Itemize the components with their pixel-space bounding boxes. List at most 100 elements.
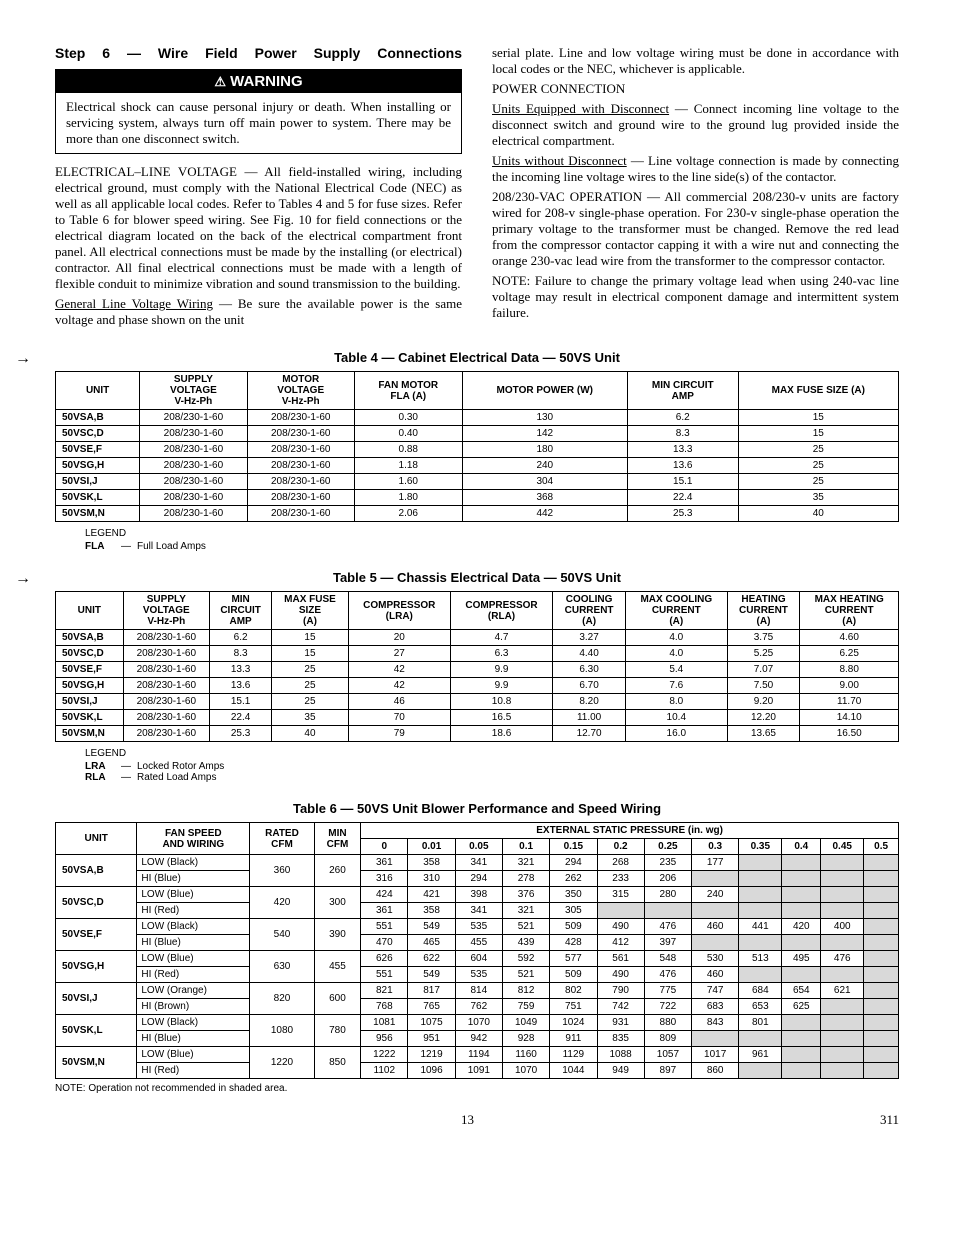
pressure-col: 0.5	[864, 839, 899, 855]
data-cell: 8.3	[627, 426, 738, 442]
data-cell: 455	[455, 935, 502, 951]
data-cell: 208/230-1-60	[140, 474, 247, 490]
data-cell	[692, 1031, 739, 1047]
data-cell: 513	[739, 951, 782, 967]
data-cell: 9.9	[450, 678, 552, 694]
data-cell: 6.25	[800, 646, 899, 662]
data-cell: 208/230-1-60	[140, 442, 247, 458]
data-cell: 911	[550, 1031, 597, 1047]
data-cell: 460	[692, 967, 739, 983]
fanspeed-cell: HI (Red)	[137, 967, 250, 983]
data-cell	[739, 1031, 782, 1047]
data-cell: 11.70	[800, 694, 899, 710]
data-cell: 25	[272, 662, 348, 678]
table5: UNITSUPPLYVOLTAGEV-Hz-PhMINCIRCUITAMPMAX…	[55, 591, 899, 742]
data-cell: 3.75	[727, 630, 800, 646]
warning-header: ⚠ WARNING	[56, 70, 461, 93]
data-cell: 208/230-1-60	[140, 410, 247, 426]
col-header: UNIT	[56, 372, 140, 410]
data-cell: 341	[455, 855, 502, 871]
data-cell: 262	[550, 871, 597, 887]
data-cell: 951	[408, 1031, 455, 1047]
data-cell: 1024	[550, 1015, 597, 1031]
data-cell: 742	[597, 999, 644, 1015]
data-cell: 0.40	[354, 426, 462, 442]
data-cell	[864, 871, 899, 887]
data-cell: 368	[462, 490, 627, 506]
data-cell: 25.3	[627, 506, 738, 522]
col-header: HEATINGCURRENT(A)	[727, 592, 800, 630]
data-cell: 304	[462, 474, 627, 490]
data-cell: 361	[361, 903, 408, 919]
data-cell: 949	[597, 1063, 644, 1079]
data-cell: 14.10	[800, 710, 899, 726]
warning-box: ⚠ WARNING Electrical shock can cause per…	[55, 69, 462, 154]
data-cell: 11.00	[553, 710, 626, 726]
data-cell: 6.2	[627, 410, 738, 426]
data-cell: 15.1	[209, 694, 271, 710]
data-cell: 398	[455, 887, 502, 903]
fanspeed-cell: HI (Brown)	[137, 999, 250, 1015]
fanspeed-cell: HI (Red)	[137, 1063, 250, 1079]
data-cell: 0.30	[354, 410, 462, 426]
unit-cell: 50VSC,D	[56, 426, 140, 442]
data-cell	[821, 1047, 864, 1063]
col-header: FAN SPEEDAND WIRING	[137, 823, 250, 855]
data-cell: 16.0	[626, 726, 728, 742]
data-cell	[864, 887, 899, 903]
data-cell: 206	[644, 871, 691, 887]
fanspeed-cell: LOW (Black)	[137, 855, 250, 871]
data-cell: 751	[550, 999, 597, 1015]
data-cell	[864, 967, 899, 983]
data-cell: 46	[348, 694, 450, 710]
warning-body: Electrical shock can cause personal inju…	[56, 93, 461, 153]
arrow-icon: →	[15, 350, 31, 368]
data-cell: 4.60	[800, 630, 899, 646]
data-cell	[864, 983, 899, 999]
data-cell: 8.0	[626, 694, 728, 710]
unit-cell: 50VSK,L	[56, 1015, 137, 1047]
data-cell	[644, 903, 691, 919]
unit-cell: 50VSE,F	[56, 662, 124, 678]
unit-cell: 50VSI,J	[56, 983, 137, 1015]
data-cell: 897	[644, 1063, 691, 1079]
fanspeed-cell: HI (Blue)	[137, 935, 250, 951]
unit-cell: 50VSG,H	[56, 951, 137, 983]
data-cell: 509	[550, 919, 597, 935]
unit-cell: 50VSM,N	[56, 1047, 137, 1079]
col-header: UNIT	[56, 823, 137, 855]
para-serial: serial plate. Line and low voltage wirin…	[492, 45, 899, 77]
data-cell: 765	[408, 999, 455, 1015]
data-cell: 490	[597, 967, 644, 983]
data-cell: 843	[692, 1015, 739, 1031]
table5-title: Table 5 — Chassis Electrical Data — 50VS…	[55, 570, 899, 585]
unit-cell: 50VSG,H	[56, 458, 140, 474]
data-cell: 40	[738, 506, 898, 522]
data-cell: 490	[597, 919, 644, 935]
data-cell: 20	[348, 630, 450, 646]
pressure-col: 0.01	[408, 839, 455, 855]
table6-note: NOTE: Operation not recommended in shade…	[55, 1083, 899, 1094]
data-cell: 40	[272, 726, 348, 742]
pressure-col: 0.3	[692, 839, 739, 855]
data-cell	[739, 887, 782, 903]
data-cell: 321	[502, 903, 549, 919]
fanspeed-cell: LOW (Black)	[137, 1015, 250, 1031]
data-cell	[739, 935, 782, 951]
col-header: COOLINGCURRENT(A)	[553, 592, 626, 630]
data-cell	[597, 903, 644, 919]
data-cell: 208/230-1-60	[123, 646, 209, 662]
rated-cfm: 630	[250, 951, 315, 983]
pressure-col: 0.45	[821, 839, 864, 855]
data-cell	[692, 871, 739, 887]
unit-cell: 50VSG,H	[56, 678, 124, 694]
data-cell: 6.3	[450, 646, 552, 662]
data-cell	[782, 871, 821, 887]
data-cell: 551	[361, 919, 408, 935]
data-cell: 294	[455, 871, 502, 887]
col-header: MIN CIRCUITAMP	[627, 372, 738, 410]
data-cell: 268	[597, 855, 644, 871]
rated-cfm: 420	[250, 887, 315, 919]
data-cell	[821, 999, 864, 1015]
pressure-col: 0.2	[597, 839, 644, 855]
